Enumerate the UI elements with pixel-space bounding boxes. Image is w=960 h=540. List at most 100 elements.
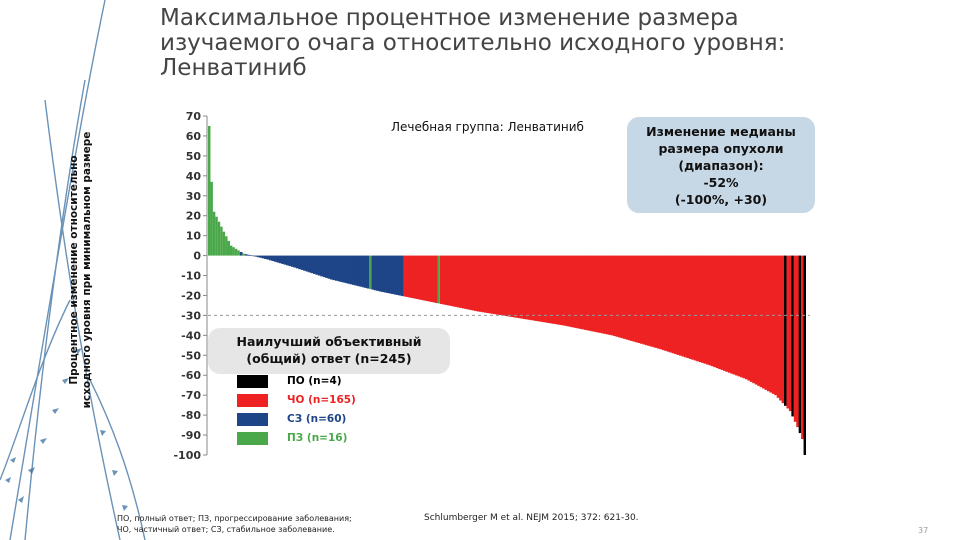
bar-cho bbox=[525, 255, 529, 320]
bar-cho bbox=[461, 255, 465, 309]
bar-cho bbox=[615, 255, 619, 337]
bar-sz bbox=[249, 255, 253, 256]
bar-cho bbox=[600, 255, 604, 334]
bar-cho bbox=[661, 255, 665, 351]
bars bbox=[208, 125, 806, 455]
bar-cho bbox=[491, 255, 494, 314]
orr-line-1: Наилучший объективный bbox=[236, 334, 422, 349]
bar-cho bbox=[705, 255, 709, 365]
bar-cho bbox=[666, 255, 670, 352]
bar-sz bbox=[349, 255, 353, 285]
bar-cho bbox=[688, 255, 692, 359]
bar-sz bbox=[312, 255, 316, 274]
bar-cho bbox=[581, 255, 585, 330]
bar-cho bbox=[583, 255, 587, 330]
bar-cho bbox=[520, 255, 524, 319]
bar-sz bbox=[320, 255, 324, 277]
bar-cho bbox=[698, 255, 702, 363]
bar-cho bbox=[776, 255, 780, 398]
bar-cho bbox=[517, 255, 521, 319]
bar-cho bbox=[403, 255, 407, 297]
y-tick-label: -80 bbox=[181, 409, 201, 422]
bar-cho bbox=[442, 255, 446, 305]
y-tick-label: 30 bbox=[186, 190, 202, 203]
y-tick-label: -70 bbox=[181, 389, 201, 402]
bar-sz bbox=[347, 255, 350, 284]
legend-swatch-sz bbox=[237, 413, 268, 426]
bar-cho bbox=[476, 255, 480, 312]
bar-cho bbox=[552, 255, 555, 324]
bar-sz bbox=[244, 254, 248, 256]
bar-cho bbox=[618, 255, 621, 338]
bar-cho bbox=[547, 255, 551, 323]
bar-cho bbox=[744, 255, 748, 380]
bar-pz bbox=[212, 211, 216, 256]
bar-cho bbox=[720, 255, 724, 370]
bar-sz bbox=[386, 255, 390, 293]
y-tick-label: 60 bbox=[186, 130, 202, 143]
bar-sz bbox=[383, 255, 387, 293]
chart-subtitle: Лечебная группа: Ленватиниб bbox=[385, 118, 590, 136]
bar-cho bbox=[725, 255, 729, 372]
bar-cho bbox=[422, 255, 426, 301]
bar-sz bbox=[247, 254, 250, 256]
bar-cho bbox=[503, 255, 507, 316]
bar-sz bbox=[352, 255, 355, 285]
bar-cho bbox=[505, 255, 509, 317]
bar-sz bbox=[281, 255, 285, 264]
bar-cho bbox=[466, 255, 470, 310]
bar-cho bbox=[749, 255, 753, 382]
bar-cho bbox=[647, 255, 651, 346]
bar-sz bbox=[305, 255, 309, 272]
bar-cho bbox=[637, 255, 641, 344]
bar-sz bbox=[361, 255, 365, 288]
bar-cho bbox=[435, 255, 438, 303]
bar-po bbox=[791, 255, 794, 417]
bar-cho bbox=[652, 255, 656, 348]
bar-cho bbox=[715, 255, 719, 369]
bar-sz bbox=[266, 255, 270, 260]
bar-cho bbox=[510, 255, 514, 318]
bar-cho bbox=[574, 255, 577, 328]
bar-cho bbox=[539, 255, 543, 322]
title-line-2: изучаемого очага относительно исходного … bbox=[160, 30, 786, 56]
bar-cho bbox=[781, 255, 785, 404]
title-line-3: Ленватиниб bbox=[160, 55, 307, 81]
bar-cho bbox=[427, 255, 431, 302]
bar-sz bbox=[283, 255, 287, 265]
bar-po bbox=[803, 255, 806, 455]
bar-cho bbox=[471, 255, 475, 311]
bar-pz bbox=[210, 181, 213, 256]
bar-cho bbox=[610, 255, 614, 336]
y-tick-label: 0 bbox=[193, 250, 201, 263]
bar-cho bbox=[664, 255, 668, 351]
bar-cho bbox=[544, 255, 548, 323]
bar-cho bbox=[801, 255, 804, 440]
bar-sz bbox=[373, 255, 377, 291]
bar-cho bbox=[693, 255, 697, 361]
bar-cho bbox=[754, 255, 758, 385]
bar-sz bbox=[256, 255, 260, 258]
bar-sz bbox=[278, 255, 282, 264]
bar-sz bbox=[322, 255, 326, 278]
bar-cho bbox=[474, 255, 477, 311]
bar-cho bbox=[681, 255, 685, 357]
bar-pz bbox=[229, 245, 233, 256]
bar-cho bbox=[447, 255, 451, 306]
bar-cho bbox=[564, 255, 568, 326]
y-axis-ticks: 70 60 50 40 30 20 10 0 -10 -20 -30 -40 -50 -60 -70 -80 -… bbox=[173, 110, 207, 462]
bar-cho bbox=[459, 255, 463, 308]
bar-cho bbox=[456, 255, 460, 308]
bar-cho bbox=[432, 255, 436, 303]
bar-pz bbox=[225, 236, 228, 256]
bar-cho bbox=[439, 255, 443, 304]
bar-cho bbox=[596, 255, 599, 333]
bar-sz bbox=[359, 255, 363, 287]
bar-sz bbox=[364, 255, 368, 288]
bar-sz bbox=[303, 255, 307, 271]
bar-cho bbox=[571, 255, 575, 328]
bar-sz bbox=[330, 255, 333, 280]
bar-cho bbox=[737, 255, 741, 377]
bar-cho bbox=[483, 255, 487, 313]
bar-sz bbox=[344, 255, 348, 284]
